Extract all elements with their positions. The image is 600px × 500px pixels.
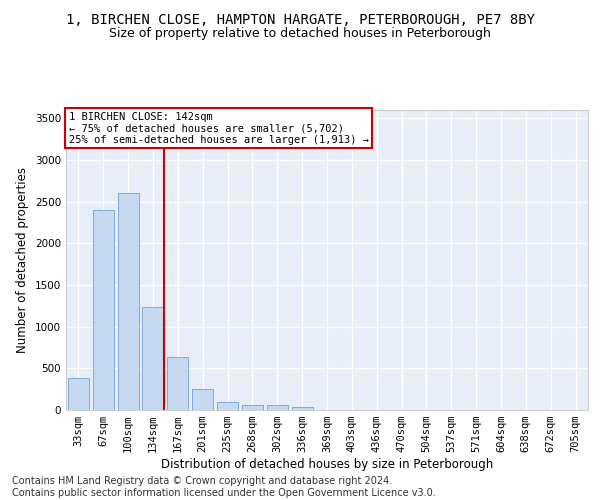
- Y-axis label: Number of detached properties: Number of detached properties: [16, 167, 29, 353]
- X-axis label: Distribution of detached houses by size in Peterborough: Distribution of detached houses by size …: [161, 458, 493, 471]
- Bar: [142, 306, 164, 410]
- Text: Contains HM Land Registry data © Crown copyright and database right 2024.
Contai: Contains HM Land Registry data © Crown c…: [12, 476, 436, 498]
- Bar: [167, 356, 188, 410]
- Bar: [68, 378, 89, 410]
- Bar: [292, 406, 313, 410]
- Bar: [242, 405, 263, 410]
- Text: Size of property relative to detached houses in Peterborough: Size of property relative to detached ho…: [109, 28, 491, 40]
- Bar: [217, 402, 238, 410]
- Text: 1, BIRCHEN CLOSE, HAMPTON HARGATE, PETERBOROUGH, PE7 8BY: 1, BIRCHEN CLOSE, HAMPTON HARGATE, PETER…: [65, 12, 535, 26]
- Bar: [192, 389, 213, 410]
- Bar: [118, 194, 139, 410]
- Text: 1 BIRCHEN CLOSE: 142sqm
← 75% of detached houses are smaller (5,702)
25% of semi: 1 BIRCHEN CLOSE: 142sqm ← 75% of detache…: [68, 112, 368, 144]
- Bar: [267, 406, 288, 410]
- Bar: [93, 210, 114, 410]
